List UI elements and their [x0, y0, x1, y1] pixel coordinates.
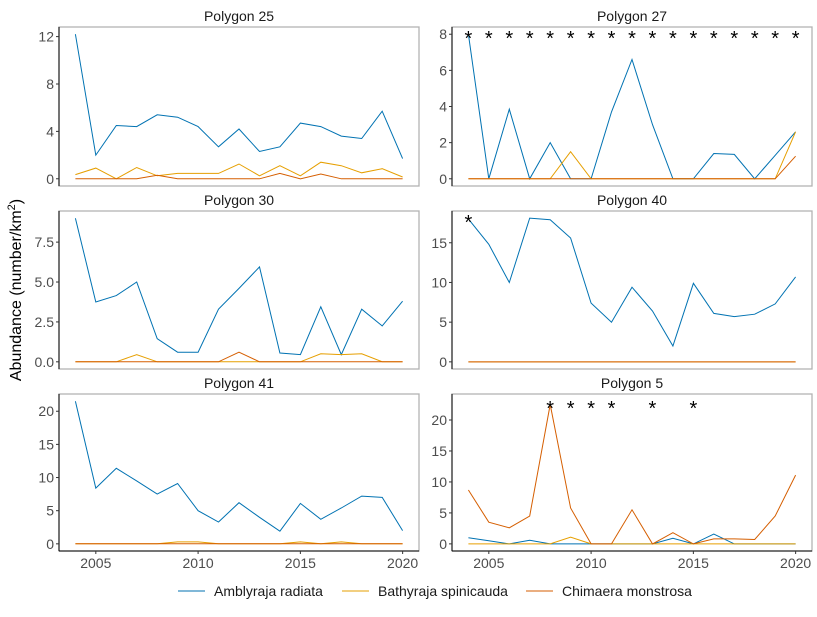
y-tick-label: 5: [439, 314, 447, 330]
y-tick-label: 7.5: [35, 234, 55, 250]
legend: Amblyraja radiata Bathyraja spinicauda Chi…: [178, 583, 692, 599]
significance-star: *: [464, 212, 472, 234]
significance-star: *: [505, 28, 513, 50]
significance-star: *: [649, 28, 657, 50]
panel-border: [58, 210, 420, 370]
panel-polygon-27: Polygon 27 0 2 4 6 8 * * * * * * * * * * * * * * * * *: [439, 8, 813, 187]
significance-star: *: [608, 28, 616, 50]
series-line-bathyraja-spinicauda: [75, 353, 403, 363]
panel-polygon-41: Polygon 41 0 5 10 15 20 2005 2010 2015 2020: [38, 375, 420, 571]
y-tick-label: 0: [46, 536, 54, 552]
panel-polygon-30: Polygon 30 0.0 2.5 5.0 7.5: [35, 192, 420, 370]
x-tick-label: 2015: [678, 555, 709, 571]
significance-star: *: [546, 28, 554, 50]
y-axis-label: Abundance (number/km2): [6, 199, 25, 381]
y-tick-label: 0: [46, 171, 54, 187]
panel-title: Polygon 41: [204, 375, 274, 391]
x-tick-label: 2020: [780, 555, 811, 571]
series-line-chimaera-monstrosa: [75, 172, 403, 180]
y-tick-label: 5.0: [35, 274, 55, 290]
y-tick-label: 15: [431, 443, 447, 459]
y-tick-label: 8: [439, 26, 447, 42]
series-line-chimaera-monstrosa: [75, 351, 403, 363]
y-tick-label: 0: [439, 536, 447, 552]
y-tick-label: 8: [46, 76, 54, 92]
x-tick-label: 2005: [80, 555, 111, 571]
panel-title: Polygon 25: [204, 8, 274, 24]
x-tick-label: 2010: [183, 555, 214, 571]
x-tick-label: 2020: [387, 555, 418, 571]
legend-label: Amblyraja radiata: [214, 583, 323, 599]
significance-star: *: [689, 28, 697, 50]
panel-title: Polygon 30: [204, 192, 274, 208]
legend-label: Bathyraja spinicauda: [378, 583, 508, 599]
panel-border: [451, 210, 813, 370]
y-tick-label: 15: [38, 436, 54, 452]
series-line-amblyraja-radiata: [468, 217, 796, 348]
y-tick-label: 20: [38, 403, 54, 419]
series-line-bathyraja-spinicauda: [468, 536, 796, 545]
significance-star: *: [669, 28, 677, 50]
significance-star: *: [464, 28, 472, 50]
panel-border: [451, 26, 813, 187]
series-line-amblyraja-radiata: [467, 34, 796, 181]
y-tick-label: 0: [439, 354, 447, 370]
significance-star: *: [587, 398, 595, 420]
significance-star: *: [710, 28, 718, 50]
series-line-amblyraja-radiata: [74, 34, 404, 159]
y-tick-label: 0: [439, 171, 447, 187]
panel-polygon-5: Polygon 5 0 5 10 15 20 2005 2010 2015 2020 * * * * * *: [431, 375, 813, 571]
panel-polygon-25: Polygon 25 0 4 8 12: [38, 8, 420, 187]
x-tick-label: 2005: [473, 555, 504, 571]
y-tick-label: 5: [46, 503, 54, 519]
panel-title: Polygon 40: [597, 192, 667, 208]
y-tick-label: 5: [439, 505, 447, 521]
significance-star: *: [649, 398, 657, 420]
y-tick-label: 10: [38, 470, 54, 486]
significance-star: *: [751, 28, 759, 50]
panel-border: [58, 393, 420, 552]
significance-star: *: [485, 28, 493, 50]
y-tick-label: 4: [46, 123, 54, 139]
panel-border: [451, 393, 813, 552]
significance-star: *: [546, 398, 554, 420]
panel-polygon-40: Polygon 40 0 5 10 15 *: [431, 192, 813, 370]
x-tick-label: 2010: [576, 555, 607, 571]
y-tick-label: 10: [431, 274, 447, 290]
y-tick-label: 2.5: [35, 314, 55, 330]
x-tick-label: 2015: [285, 555, 316, 571]
y-tick-label: 4: [439, 99, 447, 115]
significance-star: *: [526, 28, 534, 50]
significance-star: *: [567, 28, 575, 50]
y-tick-label: 12: [38, 29, 54, 45]
significance-star: *: [608, 398, 616, 420]
y-tick-label: 10: [431, 474, 447, 490]
y-tick-label: 2: [439, 135, 447, 151]
series-line-chimaera-monstrosa: [468, 155, 796, 180]
significance-star: *: [792, 28, 800, 50]
significance-star: *: [567, 398, 575, 420]
significance-star: *: [771, 28, 779, 50]
legend-label: Chimaera monstrosa: [562, 583, 692, 599]
significance-star: *: [628, 28, 636, 50]
series-line-chimaera-monstrosa: [467, 404, 797, 545]
panel-title: Polygon 5: [601, 375, 663, 391]
significance-star: *: [730, 28, 738, 50]
significance-star: *: [587, 28, 595, 50]
panel-border: [58, 26, 420, 187]
y-tick-label: 15: [431, 235, 447, 251]
series-line-bathyraja-spinicauda: [75, 161, 403, 180]
series-line-amblyraja-radiata: [74, 218, 403, 356]
series-line-amblyraja-radiata: [74, 401, 404, 532]
significance-star: *: [689, 398, 697, 420]
y-tick-label: 20: [431, 412, 447, 428]
y-tick-label: 6: [439, 62, 447, 78]
panel-title: Polygon 27: [597, 8, 667, 24]
y-tick-label: 0.0: [35, 354, 55, 370]
